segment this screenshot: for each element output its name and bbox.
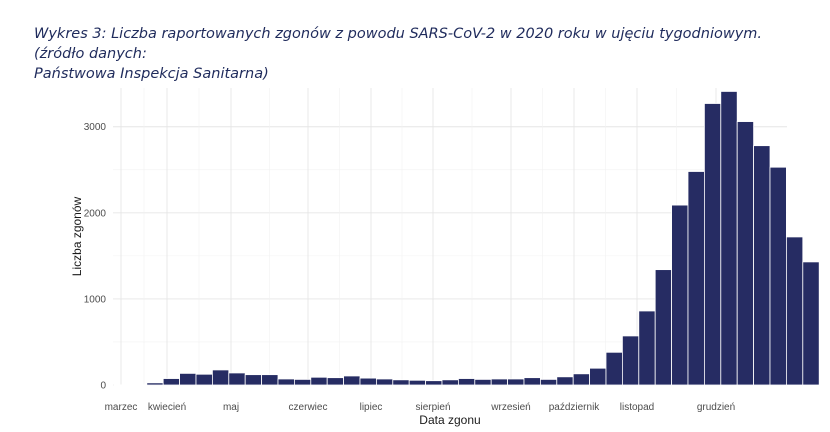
bar bbox=[343, 375, 361, 386]
x-tick-label: kwiecień bbox=[148, 402, 186, 413]
bar bbox=[769, 166, 787, 386]
bar bbox=[129, 384, 148, 386]
x-tick-label: sierpień bbox=[415, 402, 450, 413]
x-tick-label: maj bbox=[223, 402, 239, 413]
bar bbox=[244, 374, 262, 386]
bar bbox=[441, 379, 459, 386]
bar bbox=[277, 378, 295, 386]
bar bbox=[293, 378, 312, 386]
bar bbox=[261, 374, 279, 386]
bar bbox=[523, 377, 541, 386]
bar bbox=[687, 171, 705, 386]
y-tick-label: 3000 bbox=[84, 122, 107, 133]
y-tick-label: 2000 bbox=[84, 208, 107, 219]
caption-line-1: Wykres 3: Liczba raportowanych zgonów z … bbox=[34, 26, 763, 62]
bar bbox=[704, 103, 722, 386]
bar bbox=[228, 372, 246, 386]
y-axis-title: Liczba zgonów bbox=[70, 196, 84, 276]
bar bbox=[540, 378, 558, 386]
bar bbox=[408, 379, 427, 386]
bar bbox=[113, 384, 131, 386]
bar bbox=[195, 373, 213, 386]
bar bbox=[211, 369, 230, 386]
bar bbox=[753, 145, 771, 386]
bar bbox=[638, 310, 656, 386]
bar bbox=[425, 380, 443, 386]
bar bbox=[474, 378, 492, 386]
bar bbox=[392, 379, 410, 386]
bar bbox=[736, 121, 755, 386]
bar bbox=[605, 351, 623, 386]
y-tick-label: 1000 bbox=[84, 294, 107, 305]
x-tick-label: lipiec bbox=[360, 402, 383, 413]
bar bbox=[490, 378, 509, 386]
bar bbox=[589, 367, 607, 386]
bar bbox=[326, 377, 345, 386]
caption-line-2: Państwowa Inspekcja Sanitarna) bbox=[34, 66, 269, 82]
x-axis-title: Data zgonu bbox=[419, 413, 480, 427]
bar bbox=[671, 204, 689, 386]
bar bbox=[162, 378, 180, 386]
bar bbox=[359, 377, 377, 386]
x-tick-label: listopad bbox=[620, 402, 654, 413]
bar bbox=[802, 261, 820, 386]
bar bbox=[310, 376, 328, 386]
bar bbox=[457, 378, 476, 386]
y-axis-ticks: 0 1000 2000 3000 bbox=[84, 122, 107, 391]
bar bbox=[572, 373, 591, 386]
bar bbox=[507, 378, 525, 386]
bars bbox=[113, 91, 820, 386]
bar bbox=[786, 236, 804, 386]
y-tick-label: 0 bbox=[100, 381, 106, 392]
bar bbox=[556, 376, 574, 386]
bar bbox=[146, 382, 164, 386]
bar bbox=[179, 372, 197, 386]
x-tick-label: grudzień bbox=[697, 402, 735, 413]
x-tick-label: marzec bbox=[105, 402, 138, 413]
x-tick-label: październik bbox=[549, 402, 601, 413]
x-tick-label: czerwiec bbox=[289, 402, 328, 413]
x-tick-label: wrzesień bbox=[490, 402, 530, 413]
bar bbox=[622, 335, 640, 386]
bar bbox=[720, 91, 738, 386]
x-axis-ticks: marzec kwiecień maj czerwiec lipiec sierpień w… bbox=[105, 402, 736, 413]
bar bbox=[375, 378, 394, 386]
figure-caption: Wykres 3: Liczba raportowanych zgonów z … bbox=[34, 24, 804, 84]
bar bbox=[654, 269, 673, 386]
